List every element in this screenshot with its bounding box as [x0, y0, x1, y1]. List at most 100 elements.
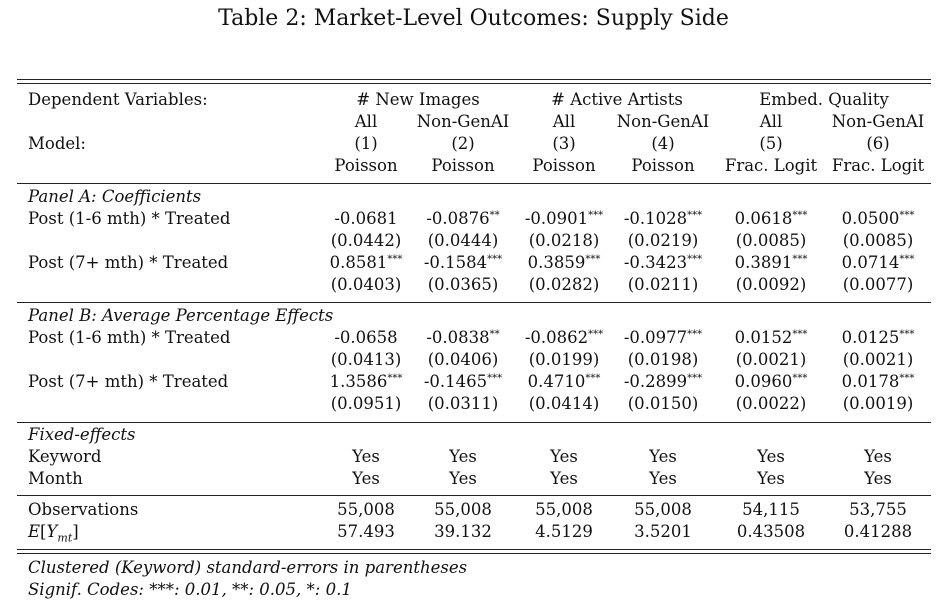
- panel-b-row-1-coef-2: -0.0838**: [426, 328, 500, 347]
- group-header-embed-quality: Embed. Quality: [759, 90, 889, 109]
- fe-row-2-value-2: Yes: [449, 469, 477, 488]
- top-rule-2: [17, 83, 931, 84]
- stats-row-1-value-4: 55,008: [634, 500, 692, 519]
- fe-month-label: Month: [28, 469, 83, 488]
- panel-a-row-2-coef-2: -0.1584***: [423, 253, 503, 272]
- fe-row-1-value-3: Yes: [550, 447, 578, 466]
- panel-b-row-2-se-6: (0.0019): [842, 394, 914, 413]
- panel-a-row-2-se-5: (0.0092): [735, 275, 807, 294]
- panel-b-row-1-se-3: (0.0199): [528, 350, 600, 369]
- panel-a-row-1-se-4: (0.0219): [627, 231, 699, 250]
- panel-a-rule: [17, 302, 931, 303]
- panel-b-row-2-se-5: (0.0022): [735, 394, 807, 413]
- stats-row-2-value-6: 0.41288: [843, 522, 913, 541]
- fe-row-2-value-6: Yes: [864, 469, 892, 488]
- model-number-2: (2): [451, 134, 475, 153]
- dependent-variables-label: Dependent Variables:: [28, 90, 208, 109]
- panel-b-row-1-coef-4: -0.0977***: [623, 328, 703, 347]
- subgroup-header-1: All: [354, 112, 378, 131]
- stats-row-1-value-6: 53,755: [849, 500, 907, 519]
- fe-row-1-value-1: Yes: [352, 447, 380, 466]
- panel-b-row-2-se-1: (0.0951): [330, 394, 402, 413]
- panel-a-row-1-coef-1: -0.0681: [334, 209, 398, 228]
- stats-row-2-value-5: 0.43508: [736, 522, 806, 541]
- panel-a-title: Panel A: Coefficients: [28, 187, 202, 206]
- panel-b-row-2-label: Post (7+ mth) * Treated: [28, 372, 229, 391]
- panel-a-row-2-se-6: (0.0077): [842, 275, 914, 294]
- panel-a-row-1-label: Post (1-6 mth) * Treated: [28, 209, 231, 228]
- panel-b-row-2-se-4: (0.0150): [627, 394, 699, 413]
- model-number-3: (3): [552, 134, 576, 153]
- stats-row-1-value-5: 54,115: [742, 500, 800, 519]
- estimator-4: Poisson: [631, 156, 695, 175]
- panel-b-row-1-coef-6: 0.0125***: [841, 328, 915, 347]
- note-standard-errors: Clustered (Keyword) standard-errors in p…: [28, 558, 468, 577]
- panel-a-row-1-coef-4: -0.1028***: [623, 209, 703, 228]
- panel-b-row-2-coef-2: -0.1465***: [423, 372, 503, 391]
- observations-label: Observations: [28, 500, 139, 519]
- panel-a-row-2-coef-3: 0.3859***: [527, 253, 601, 272]
- fe-keyword-label: Keyword: [28, 447, 102, 466]
- fe-row-1-value-4: Yes: [649, 447, 677, 466]
- panel-b-row-1-label: Post (1-6 mth) * Treated: [28, 328, 231, 347]
- subgroup-header-4: Non-GenAI: [616, 112, 710, 131]
- panel-a-row-1-se-2: (0.0444): [427, 231, 499, 250]
- panel-a-row-1-coef-2: -0.0876**: [426, 209, 500, 228]
- fe-row-2-value-4: Yes: [649, 469, 677, 488]
- subgroup-header-6: Non-GenAI: [831, 112, 925, 131]
- panel-b-row-1-coef-3: -0.0862***: [524, 328, 604, 347]
- stats-row-1-value-1: 55,008: [337, 500, 395, 519]
- fe-row-2-value-5: Yes: [757, 469, 785, 488]
- note-significance-codes: Signif. Codes: ***: 0.01, **: 0.05, *: 0…: [28, 580, 352, 599]
- stats-row-2-value-3: 4.5129: [535, 522, 593, 541]
- panel-b-row-1-se-1: (0.0413): [330, 350, 402, 369]
- subgroup-header-5: All: [759, 112, 783, 131]
- stats-row-1-value-2: 55,008: [434, 500, 492, 519]
- fe-rule: [17, 495, 931, 496]
- panel-b-row-1-coef-1: -0.0658: [334, 328, 398, 347]
- table-caption: Table 2: Market-Level Outcomes: Supply S…: [218, 6, 729, 31]
- panel-b-row-2-se-2: (0.0311): [427, 394, 499, 413]
- stats-row-2-value-4: 3.5201: [634, 522, 692, 541]
- panel-b-row-2-coef-4: -0.2899***: [623, 372, 703, 391]
- panel-a-row-1-se-1: (0.0442): [330, 231, 402, 250]
- panel-a-row-1-se-3: (0.0218): [528, 231, 600, 250]
- panel-b-row-2-coef-6: 0.0178***: [841, 372, 915, 391]
- panel-a-row-2-se-3: (0.0282): [528, 275, 600, 294]
- panel-b-row-1-se-2: (0.0406): [427, 350, 499, 369]
- subgroup-header-3: All: [552, 112, 576, 131]
- panel-a-row-2-coef-1: 0.8581***: [329, 253, 403, 272]
- fe-row-1-value-6: Yes: [864, 447, 892, 466]
- subgroup-header-2: Non-GenAI: [416, 112, 510, 131]
- group-header-new-images: # New Images: [356, 90, 480, 109]
- stats-row-2-value-1: 57.493: [337, 522, 395, 541]
- panel-b-row-2-coef-5: 0.0960***: [734, 372, 808, 391]
- fe-row-2-value-3: Yes: [550, 469, 578, 488]
- estimator-5: Frac. Logit: [724, 156, 818, 175]
- panel-a-row-1-coef-3: -0.0901***: [524, 209, 604, 228]
- estimator-1: Poisson: [334, 156, 398, 175]
- panel-b-row-1-coef-5: 0.0152***: [734, 328, 808, 347]
- bottom-rule-2: [17, 553, 931, 554]
- panel-b-row-2-coef-1: 1.3586***: [329, 372, 403, 391]
- fixed-effects-title: Fixed-effects: [28, 425, 136, 444]
- panel-b-row-1-se-4: (0.0198): [627, 350, 699, 369]
- fe-row-1-value-5: Yes: [757, 447, 785, 466]
- expected-y-label: E[Ymt]: [28, 522, 79, 545]
- model-number-5: (5): [759, 134, 783, 153]
- panel-a-row-1-coef-5: 0.0618***: [734, 209, 808, 228]
- model-label: Model:: [28, 134, 86, 153]
- model-number-4: (4): [651, 134, 675, 153]
- panel-a-row-2-coef-4: -0.3423***: [623, 253, 703, 272]
- panel-b-rule: [17, 422, 931, 423]
- panel-a-row-2-label: Post (7+ mth) * Treated: [28, 253, 229, 272]
- panel-a-row-2-coef-6: 0.0714***: [841, 253, 915, 272]
- fe-row-1-value-2: Yes: [449, 447, 477, 466]
- panel-a-row-1-se-5: (0.0085): [735, 231, 807, 250]
- estimator-6: Frac. Logit: [831, 156, 925, 175]
- header-rule: [17, 183, 931, 184]
- fe-row-2-value-1: Yes: [352, 469, 380, 488]
- panel-b-row-1-se-5: (0.0021): [735, 350, 807, 369]
- estimator-3: Poisson: [532, 156, 596, 175]
- panel-a-row-2-coef-5: 0.3891***: [734, 253, 808, 272]
